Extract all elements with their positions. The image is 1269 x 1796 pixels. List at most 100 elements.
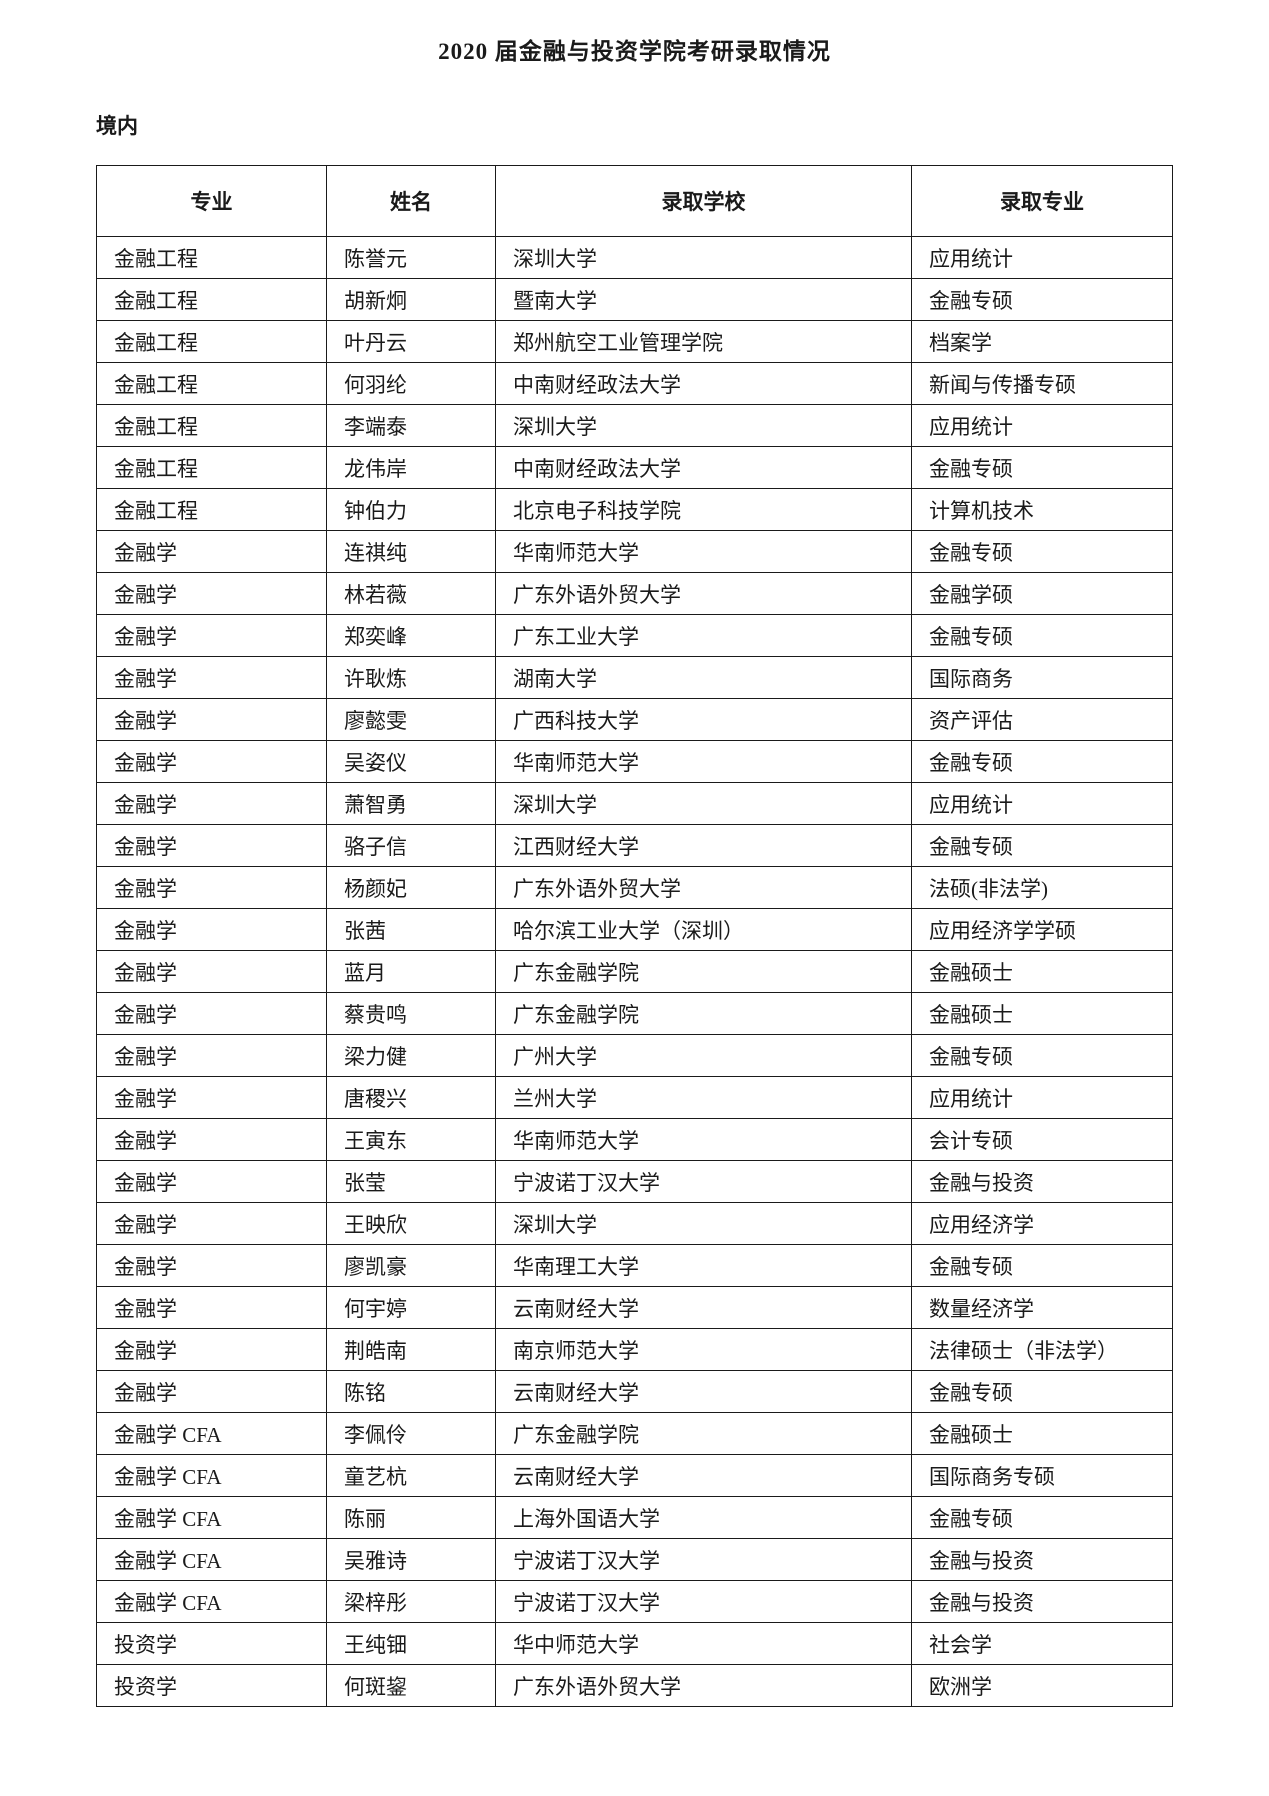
cell-major: 金融学 — [96, 1202, 327, 1245]
cell-name: 廖凯豪 — [326, 1244, 496, 1287]
table-row: 金融学 蓝月 广东金融学院 金融硕士 — [96, 950, 1173, 993]
cell-major: 金融学 CFA — [96, 1496, 327, 1539]
cell-school: 兰州大学 — [495, 1076, 912, 1119]
cell-name: 何羽纶 — [326, 362, 496, 405]
cell-admitted-major: 金融硕士 — [911, 1412, 1173, 1455]
cell-admitted-major: 国际商务 — [911, 656, 1173, 699]
cell-name: 陈丽 — [326, 1496, 496, 1539]
cell-school: 广东金融学院 — [495, 1412, 912, 1455]
table-row: 金融学 何宇婷 云南财经大学 数量经济学 — [96, 1286, 1173, 1329]
admissions-table: 专业 姓名 录取学校 录取专业 金融工程 陈誉元 深圳大学 应用统计 金融工程 胡新炯 暨南… — [96, 165, 1173, 1707]
cell-name: 梁力健 — [326, 1034, 496, 1077]
cell-school: 广东工业大学 — [495, 614, 912, 657]
cell-major: 金融学 — [96, 530, 327, 573]
cell-major: 金融工程 — [96, 488, 327, 531]
cell-admitted-major: 金融专硕 — [911, 1496, 1173, 1539]
cell-name: 骆子信 — [326, 824, 496, 867]
table-row: 金融学 CFA 李佩伶 广东金融学院 金融硕士 — [96, 1412, 1173, 1455]
table-row: 金融学 林若薇 广东外语外贸大学 金融学硕 — [96, 572, 1173, 615]
cell-admitted-major: 数量经济学 — [911, 1286, 1173, 1329]
cell-major: 金融学 — [96, 1244, 327, 1287]
cell-school: 广东金融学院 — [495, 992, 912, 1035]
cell-name: 蔡贵鸣 — [326, 992, 496, 1035]
cell-school: 云南财经大学 — [495, 1370, 912, 1413]
cell-admitted-major: 应用统计 — [911, 404, 1173, 447]
cell-major: 金融学 CFA — [96, 1580, 327, 1623]
cell-admitted-major: 社会学 — [911, 1622, 1173, 1665]
table-row: 金融学 王映欣 深圳大学 应用经济学 — [96, 1202, 1173, 1245]
cell-admitted-major: 金融专硕 — [911, 614, 1173, 657]
cell-major: 金融工程 — [96, 362, 327, 405]
section-label-domestic: 境内 — [96, 114, 138, 138]
cell-school: 华中师范大学 — [495, 1622, 912, 1665]
cell-admitted-major: 金融学硕 — [911, 572, 1173, 615]
cell-name: 郑奕峰 — [326, 614, 496, 657]
table-row: 金融工程 龙伟岸 中南财经政法大学 金融专硕 — [96, 446, 1173, 489]
table-row: 金融学 CFA 吴雅诗 宁波诺丁汉大学 金融与投资 — [96, 1538, 1173, 1581]
cell-school: 云南财经大学 — [495, 1286, 912, 1329]
cell-name: 陈铭 — [326, 1370, 496, 1413]
table-row: 金融工程 钟伯力 北京电子科技学院 计算机技术 — [96, 488, 1173, 531]
cell-major: 金融学 CFA — [96, 1538, 327, 1581]
cell-school: 云南财经大学 — [495, 1454, 912, 1497]
cell-school: 深圳大学 — [495, 236, 912, 279]
cell-school: 北京电子科技学院 — [495, 488, 912, 531]
table-row: 金融学 唐稷兴 兰州大学 应用统计 — [96, 1076, 1173, 1119]
cell-name: 梁梓彤 — [326, 1580, 496, 1623]
cell-admitted-major: 金融专硕 — [911, 446, 1173, 489]
column-header-school: 录取学校 — [495, 165, 912, 237]
table-row: 金融学 吴姿仪 华南师范大学 金融专硕 — [96, 740, 1173, 783]
table-row: 金融工程 李端泰 深圳大学 应用统计 — [96, 404, 1173, 447]
table-row: 金融学 陈铭 云南财经大学 金融专硕 — [96, 1370, 1173, 1413]
cell-major: 金融学 CFA — [96, 1454, 327, 1497]
cell-admitted-major: 金融专硕 — [911, 278, 1173, 321]
cell-admitted-major: 金融与投资 — [911, 1160, 1173, 1203]
cell-major: 金融学 — [96, 614, 327, 657]
cell-school: 广东外语外贸大学 — [495, 572, 912, 615]
cell-name: 王纯钿 — [326, 1622, 496, 1665]
cell-name: 林若薇 — [326, 572, 496, 615]
cell-admitted-major: 新闻与传播专硕 — [911, 362, 1173, 405]
cell-major: 投资学 — [96, 1622, 327, 1665]
cell-name: 何宇婷 — [326, 1286, 496, 1329]
cell-name: 吴雅诗 — [326, 1538, 496, 1581]
cell-school: 华南师范大学 — [495, 530, 912, 573]
cell-school: 中南财经政法大学 — [495, 362, 912, 405]
cell-major: 金融工程 — [96, 404, 327, 447]
cell-admitted-major: 金融专硕 — [911, 530, 1173, 573]
cell-major: 金融学 — [96, 1286, 327, 1329]
cell-admitted-major: 法律硕士（非法学） — [911, 1328, 1173, 1371]
page-title: 2020 届金融与投资学院考研录取情况 — [438, 39, 831, 64]
cell-name: 杨颜妃 — [326, 866, 496, 909]
cell-major: 金融学 — [96, 908, 327, 951]
column-header-admitted-major: 录取专业 — [911, 165, 1173, 237]
cell-admitted-major: 金融专硕 — [911, 1244, 1173, 1287]
cell-major: 金融学 — [96, 1160, 327, 1203]
cell-major: 金融学 — [96, 950, 327, 993]
table-body: 金融工程 陈誉元 深圳大学 应用统计 金融工程 胡新炯 暨南大学 金融专硕 金融工程 叶丹云 郑州航… — [96, 236, 1173, 1707]
cell-major: 金融工程 — [96, 446, 327, 489]
table-row: 金融工程 何羽纶 中南财经政法大学 新闻与传播专硕 — [96, 362, 1173, 405]
cell-major: 金融学 — [96, 824, 327, 867]
cell-school: 郑州航空工业管理学院 — [495, 320, 912, 363]
cell-admitted-major: 金融专硕 — [911, 824, 1173, 867]
cell-school: 深圳大学 — [495, 404, 912, 447]
cell-school: 湖南大学 — [495, 656, 912, 699]
column-header-name: 姓名 — [326, 165, 496, 237]
cell-major: 金融学 — [96, 782, 327, 825]
cell-name: 蓝月 — [326, 950, 496, 993]
table-row: 金融学 连祺纯 华南师范大学 金融专硕 — [96, 530, 1173, 573]
cell-admitted-major: 计算机技术 — [911, 488, 1173, 531]
cell-school: 广东外语外贸大学 — [495, 1664, 912, 1707]
table-row: 金融工程 叶丹云 郑州航空工业管理学院 档案学 — [96, 320, 1173, 363]
cell-admitted-major: 金融与投资 — [911, 1538, 1173, 1581]
cell-school: 广州大学 — [495, 1034, 912, 1077]
cell-admitted-major: 资产评估 — [911, 698, 1173, 741]
cell-admitted-major: 金融硕士 — [911, 992, 1173, 1035]
cell-admitted-major: 金融专硕 — [911, 740, 1173, 783]
cell-name: 王映欣 — [326, 1202, 496, 1245]
table-row: 金融工程 陈誉元 深圳大学 应用统计 — [96, 236, 1173, 279]
cell-admitted-major: 国际商务专硕 — [911, 1454, 1173, 1497]
cell-school: 上海外国语大学 — [495, 1496, 912, 1539]
